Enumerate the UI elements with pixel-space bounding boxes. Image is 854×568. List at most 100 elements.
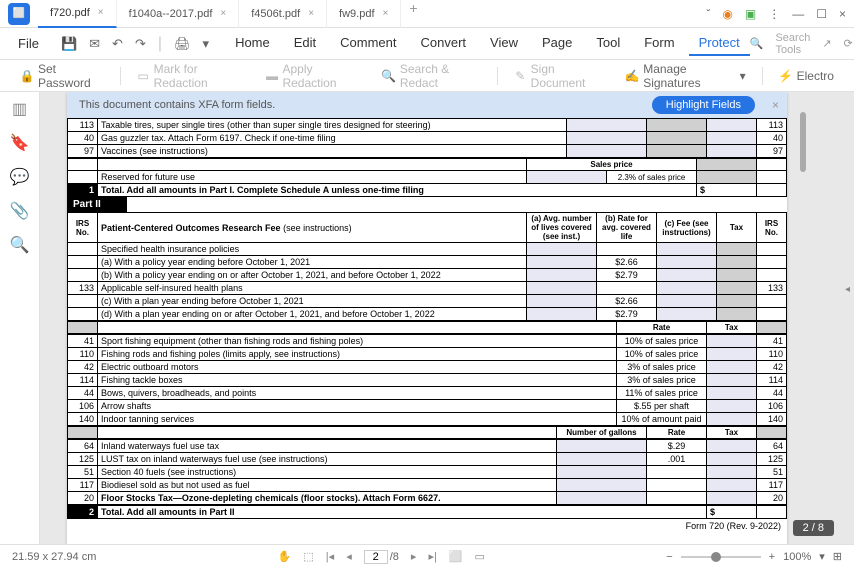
menu-home[interactable]: Home xyxy=(225,31,280,56)
menu-view[interactable]: View xyxy=(480,31,528,56)
select-tool-icon[interactable]: ⬚ xyxy=(303,550,313,563)
search-redact-button[interactable]: 🔍 Search & Redact xyxy=(374,58,489,94)
menubar: File 💾 ✉ ↶ ↷ | 🖨 ▾ Home Edit Comment Con… xyxy=(0,28,854,60)
attachment-icon[interactable]: 📎 xyxy=(11,202,29,220)
titlebar: ⬜ f720.pdf × f1040a--2017.pdf × f4506t.p… xyxy=(0,0,854,28)
document-scroll[interactable]: This document contains XFA form fields. … xyxy=(40,92,854,544)
gift-icon[interactable]: ▣ xyxy=(745,7,756,21)
thumbnails-icon[interactable]: ▥ xyxy=(11,100,29,118)
sidebar: ▥ 🔖 💬 📎 🔍 xyxy=(0,92,40,544)
tab-fw9[interactable]: fw9.pdf × xyxy=(327,0,401,28)
rate-tax-header: RateTax xyxy=(67,321,787,334)
hand-tool-icon[interactable]: ✋ xyxy=(278,550,292,563)
page-dimensions: 21.59 x 27.94 cm xyxy=(12,551,96,563)
last-page-button[interactable]: ▸| xyxy=(428,550,436,563)
excise-table: 41Sport fishing equipment (other than fi… xyxy=(67,334,787,426)
add-tab-button[interactable]: + xyxy=(401,0,425,28)
document-content: This document contains XFA form fields. … xyxy=(40,92,854,544)
page-number: /8 xyxy=(364,550,399,564)
close-icon[interactable]: × xyxy=(308,8,314,19)
zoom-in-button[interactable]: + xyxy=(769,551,775,563)
sync-icon[interactable]: ⟳ xyxy=(844,37,853,50)
zoom-out-button[interactable]: − xyxy=(666,551,672,563)
redo-icon[interactable]: ↷ xyxy=(135,36,146,52)
electro-icon: ⚡ xyxy=(779,69,793,83)
zoom-value: 100% xyxy=(783,551,811,563)
user-icon[interactable]: ◉ xyxy=(722,7,732,21)
search-panel-icon[interactable]: 🔍 xyxy=(11,236,29,254)
menu-page[interactable]: Page xyxy=(532,31,582,56)
highlight-fields-button[interactable]: Highlight Fields xyxy=(652,96,755,114)
zoom-dropdown-icon[interactable]: ▾ xyxy=(819,550,825,563)
bookmark-icon[interactable]: 🔖 xyxy=(11,134,29,152)
save-icon[interactable]: 💾 xyxy=(61,36,77,52)
electro-button[interactable]: ⚡ Electro xyxy=(771,65,842,87)
tab-f720[interactable]: f720.pdf × xyxy=(38,0,117,28)
file-menu[interactable]: File xyxy=(8,32,49,55)
close-icon[interactable]: × xyxy=(98,7,104,18)
app-icon: ⬜ xyxy=(8,3,30,25)
xfa-banner: This document contains XFA form fields. … xyxy=(67,92,787,118)
fit-icon[interactable]: ⊞ xyxy=(833,550,842,563)
undo-icon[interactable]: ↶ xyxy=(112,36,123,52)
prev-page-button[interactable]: ◂ xyxy=(346,550,352,563)
menu-convert[interactable]: Convert xyxy=(411,31,477,56)
sign-icon: ✎ xyxy=(514,69,527,83)
tab-f1040a[interactable]: f1040a--2017.pdf × xyxy=(117,0,240,28)
search-icon: 🔍 xyxy=(382,69,396,83)
close-icon[interactable]: × xyxy=(220,8,226,19)
menu-icon[interactable]: ⋮ xyxy=(768,7,780,21)
close-icon[interactable]: × xyxy=(772,98,779,112)
apply-redaction-button[interactable]: ▬ Apply Redaction xyxy=(258,58,370,94)
first-page-button[interactable]: |◂ xyxy=(326,550,334,563)
apply-icon: ▬ xyxy=(266,69,279,83)
tab-f4506t[interactable]: f4506t.pdf × xyxy=(239,0,327,28)
next-page-button[interactable]: ▸ xyxy=(411,550,417,563)
tabs-container: f720.pdf × f1040a--2017.pdf × f4506t.pdf… xyxy=(38,0,698,28)
chevron-down-icon[interactable]: ˇ xyxy=(706,7,710,21)
toolbar: 🔒 Set Password ▭ Mark for Redaction ▬ Ap… xyxy=(0,60,854,92)
close-button[interactable]: × xyxy=(839,7,846,21)
fit-width-icon[interactable]: ⬜ xyxy=(449,550,463,563)
maximize-button[interactable]: ☐ xyxy=(816,7,827,21)
mark-redaction-button[interactable]: ▭ Mark for Redaction xyxy=(129,58,254,94)
tab-label: f720.pdf xyxy=(50,7,90,19)
form-table-top: 113Taxable tires, super single tires (ot… xyxy=(67,118,787,158)
scrollbar[interactable] xyxy=(800,112,806,172)
open-icon[interactable]: ↗ xyxy=(822,37,831,50)
menu-protect[interactable]: Protect xyxy=(689,31,750,56)
lock-icon: 🔒 xyxy=(20,69,34,83)
search-tools[interactable]: Search Tools xyxy=(775,32,810,56)
total2-row: 2Total. Add all amounts in Part II$ xyxy=(67,505,787,519)
sales-price-section: Sales price Reserved for future use2.3% … xyxy=(67,158,787,197)
expand-right-icon[interactable]: ◂ xyxy=(845,284,850,295)
page-input[interactable] xyxy=(364,550,388,564)
tab-label: f1040a--2017.pdf xyxy=(129,8,213,20)
fuel-table: 64Inland waterways fuel use tax$.2964125… xyxy=(67,439,787,505)
form-footer: Form 720 (Rev. 9-2022) xyxy=(67,519,787,533)
comment-panel-icon[interactable]: 💬 xyxy=(11,168,29,186)
close-icon[interactable]: × xyxy=(383,8,389,19)
window-controls: ˇ ◉ ▣ ⋮ — ☐ × xyxy=(698,7,854,21)
part2-header: Part II xyxy=(67,197,127,212)
signature-icon: ✍ xyxy=(625,69,639,83)
dropdown-icon[interactable]: ▾ xyxy=(203,36,210,52)
menu-tool[interactable]: Tool xyxy=(586,31,630,56)
menu-comment[interactable]: Comment xyxy=(330,31,406,56)
mail-icon[interactable]: ✉ xyxy=(89,36,100,52)
chevron-down-icon: ▾ xyxy=(740,69,746,83)
manage-signatures-button[interactable]: ✍ Manage Signatures ▾ xyxy=(617,58,754,94)
banner-text: This document contains XFA form fields. xyxy=(79,99,275,111)
zoom-slider[interactable] xyxy=(681,556,761,558)
menu-edit[interactable]: Edit xyxy=(284,31,326,56)
statusbar: 21.59 x 27.94 cm ✋ ⬚ |◂ ◂ /8 ▸ ▸| ⬜ ▭ − … xyxy=(0,544,854,568)
fit-page-icon[interactable]: ▭ xyxy=(475,550,485,563)
menu-form[interactable]: Form xyxy=(634,31,684,56)
set-password-button[interactable]: 🔒 Set Password xyxy=(12,58,112,94)
page-badge: 2 / 8 xyxy=(793,520,834,536)
fee-table: IRS No. Patient-Centered Outcomes Resear… xyxy=(67,212,787,321)
minimize-button[interactable]: — xyxy=(792,7,804,21)
sign-document-button[interactable]: ✎ Sign Document xyxy=(506,58,613,94)
print-icon[interactable]: 🖨 xyxy=(174,36,191,52)
tab-label: fw9.pdf xyxy=(339,8,374,20)
